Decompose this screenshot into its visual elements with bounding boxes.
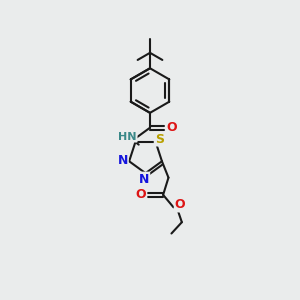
Text: S: S	[155, 133, 164, 146]
Text: N: N	[117, 154, 128, 167]
Text: O: O	[136, 188, 146, 201]
Text: HN: HN	[118, 132, 137, 142]
Text: O: O	[167, 121, 177, 134]
Text: N: N	[139, 172, 149, 186]
Text: O: O	[175, 199, 185, 212]
